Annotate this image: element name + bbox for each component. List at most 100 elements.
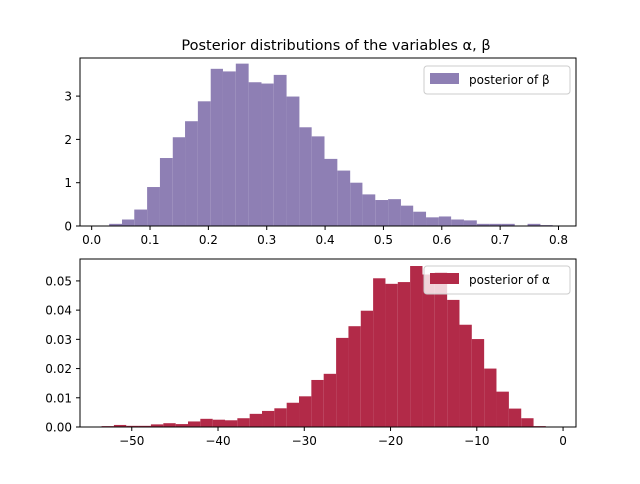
beta-legend-swatch <box>430 73 459 84</box>
alpha-bar <box>286 402 300 427</box>
alpha-bar <box>484 368 497 427</box>
alpha-bar <box>373 278 386 427</box>
beta-x-tick-label: 0.3 <box>257 233 276 247</box>
alpha-y-tick-label: 0.00 <box>45 421 72 435</box>
alpha-histogram-plot: −50 −40 −30 −20 −10 0 0.000.010.020.030.040.0… <box>45 258 577 448</box>
alpha-bar <box>163 423 176 427</box>
alpha-x-tick-label: 0 <box>559 434 567 448</box>
alpha-bar <box>336 337 349 427</box>
beta-bar <box>134 209 148 226</box>
alpha-bar <box>348 326 361 427</box>
alpha-bar <box>225 420 238 427</box>
alpha-y-tick-label: 0.03 <box>45 333 72 347</box>
beta-bar <box>222 71 236 226</box>
beta-bar <box>476 223 490 226</box>
beta-bar <box>463 220 477 226</box>
beta-bars <box>109 63 553 226</box>
beta-x-tick-label: 0.5 <box>374 233 393 247</box>
beta-bar <box>527 223 541 226</box>
beta-bar <box>311 136 325 226</box>
alpha-x-tick-label: −10 <box>464 434 489 448</box>
alpha-bar <box>113 424 127 427</box>
beta-x-tick-label: 0.8 <box>549 233 568 247</box>
beta-bar <box>172 137 186 226</box>
beta-bar <box>299 127 312 226</box>
beta-bar <box>489 223 502 226</box>
alpha-bar <box>200 418 213 427</box>
alpha-bar <box>212 419 226 427</box>
alpha-x-tick-label: −50 <box>119 434 144 448</box>
alpha-bar <box>150 424 164 427</box>
beta-bar <box>362 194 376 226</box>
alpha-y-tick-label: 0.05 <box>45 274 72 288</box>
beta-bar <box>438 216 452 226</box>
alpha-bar <box>237 418 250 427</box>
beta-bar <box>261 83 274 226</box>
beta-bar <box>400 205 414 226</box>
beta-x-tick-label: 0.4 <box>316 233 335 247</box>
beta-bar <box>451 219 464 226</box>
alpha-bar <box>410 266 423 427</box>
alpha-legend: posterior of α <box>423 265 571 295</box>
alpha-bar <box>422 274 435 427</box>
alpha-legend-swatch <box>430 273 459 284</box>
beta-bar <box>388 199 401 226</box>
beta-bar <box>122 219 135 226</box>
beta-bar <box>248 82 262 226</box>
beta-axes-frame <box>79 57 577 227</box>
beta-bar <box>426 217 439 226</box>
chart-title: Posterior distributions of the variables… <box>181 38 490 54</box>
alpha-bar <box>175 424 188 427</box>
beta-y-tick-label: 0 <box>64 220 72 234</box>
alpha-bar <box>311 379 324 427</box>
alpha-x-tick-label: −30 <box>292 434 317 448</box>
alpha-bar <box>521 418 534 427</box>
beta-bar <box>185 121 198 226</box>
alpha-bar <box>508 408 522 427</box>
alpha-x-tick-label: −40 <box>205 434 230 448</box>
beta-y-tick-label: 1 <box>64 176 72 190</box>
beta-x-tick-label: 0.0 <box>82 233 101 247</box>
alpha-bar <box>138 425 151 427</box>
beta-x-tick-label: 0.7 <box>491 233 510 247</box>
beta-bar <box>350 182 363 226</box>
beta-bar <box>501 223 515 226</box>
alpha-bar <box>274 408 287 427</box>
beta-legend-box <box>423 65 571 95</box>
alpha-y-tick-label: 0.02 <box>45 362 72 376</box>
alpha-x-axis: −50 −40 −30 −20 −10 0 <box>119 427 567 448</box>
alpha-bar <box>447 299 460 427</box>
alpha-legend-box <box>423 265 571 295</box>
beta-x-tick-label: 0.2 <box>199 233 218 247</box>
alpha-bar <box>496 391 509 427</box>
beta-bar <box>324 158 338 226</box>
beta-bar <box>235 63 249 226</box>
alpha-bar <box>262 410 275 427</box>
alpha-bar <box>299 396 312 427</box>
beta-bar <box>413 211 427 226</box>
alpha-bar <box>385 283 398 427</box>
alpha-bar <box>323 373 337 427</box>
beta-y-tick-label: 3 <box>64 90 72 104</box>
alpha-bar <box>459 324 472 427</box>
beta-histogram-plot: Posterior distributions of the variables… <box>64 38 577 247</box>
alpha-bar <box>188 421 201 427</box>
beta-legend-label: posterior of β <box>469 73 550 87</box>
beta-bar <box>197 101 211 226</box>
beta-y-axis: 0 1 2 3 <box>64 90 80 234</box>
beta-bar <box>375 200 389 226</box>
beta-x-tick-label: 0.6 <box>432 233 451 247</box>
alpha-bar <box>126 425 139 427</box>
alpha-bars <box>101 266 546 427</box>
alpha-bar <box>397 282 411 427</box>
alpha-legend-label: posterior of α <box>469 273 550 287</box>
beta-bar <box>109 223 123 226</box>
alpha-y-tick-label: 0.04 <box>45 304 72 318</box>
beta-x-axis: 0.0 0.1 0.2 0.3 0.4 0.5 0.6 0.7 0.8 <box>82 226 568 247</box>
alpha-x-tick-label: −20 <box>378 434 403 448</box>
beta-bar <box>337 170 351 226</box>
beta-bar <box>210 68 223 226</box>
beta-legend: posterior of β <box>423 65 571 95</box>
beta-bar <box>147 187 160 226</box>
